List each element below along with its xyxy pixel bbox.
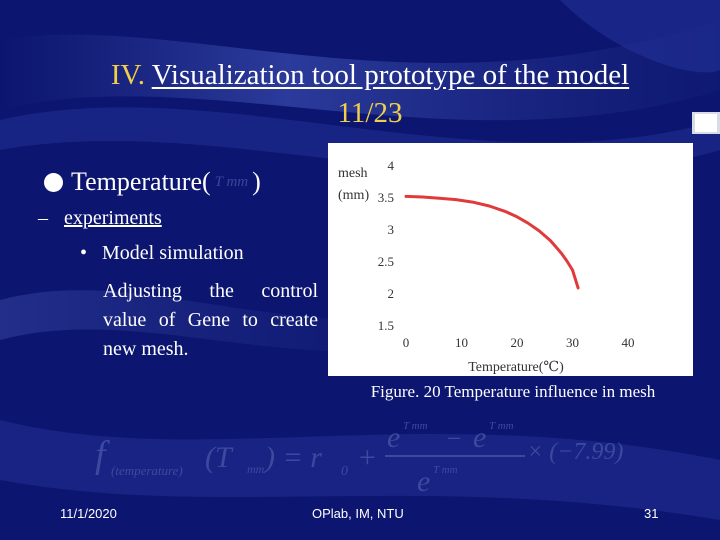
sub-item-experiments: – experiments	[38, 205, 162, 231]
x-tick-label: 40	[622, 335, 635, 350]
formula-r-subscript: 0	[341, 464, 348, 479]
slide-title: IV. Visualization tool prototype of the …	[40, 56, 700, 132]
chart-panel: mesh (mm) 1.5 2 2.5 3 3.5 4 0 10 20 30 40 Temperature…	[328, 143, 693, 376]
formula-den-sup: T mm	[433, 464, 458, 476]
y-tick-label: 1.5	[378, 318, 394, 333]
y-axis-label: mesh	[338, 166, 368, 181]
y-tick-label: 2	[388, 286, 395, 301]
formula-arg-subscript: mm	[247, 462, 265, 476]
fraction-bar	[385, 455, 525, 457]
small-bullet-icon: •	[80, 242, 88, 264]
y-tick-label: 3	[388, 222, 395, 237]
footer-page-number: 31	[644, 506, 659, 521]
bullet-dot-icon	[44, 172, 63, 192]
y-axis-label: (mm)	[338, 188, 369, 203]
formula-times: × (−7.99)	[527, 439, 623, 465]
formula-num-sup1: T mm	[403, 420, 428, 432]
sub-item-model-simulation: • Model simulation	[80, 240, 244, 266]
description-paragraph: Adjusting the control value of Gene to c…	[103, 280, 318, 360]
y-tick-label: 2.5	[378, 254, 394, 269]
dash-marker: –	[38, 207, 48, 229]
series-line	[404, 194, 580, 290]
formula-plus: +	[357, 441, 377, 474]
formula: f (temperature) (T mm ) = r 0 + e T mm −…	[95, 420, 623, 498]
formula-minus: −	[445, 424, 463, 453]
title-text: Visualization tool prototype of the mode…	[151, 59, 630, 91]
mesh-temperature-chart: mesh(mm)1.522.533.540 10 20 30 40Temperature…	[338, 158, 635, 375]
x-axis-label: Temperature(℃)	[468, 360, 564, 375]
formula-f-subscript: (temperature)	[111, 463, 183, 478]
formula-f: f	[95, 434, 110, 476]
formula-num-e1: e	[387, 421, 400, 454]
formula-num-sup2: T mm	[489, 420, 514, 432]
footer-center: OPlab, IM, NTU	[312, 506, 404, 521]
y-tick-label: 4	[388, 158, 395, 173]
formula-num-e2: e	[473, 421, 486, 454]
title-page: 11/23	[337, 97, 403, 129]
sub-item-label: experiments	[64, 207, 162, 229]
formula-eq: ) = r	[263, 441, 322, 474]
formula-den-e: e	[417, 465, 430, 498]
x-tick-label: 20	[511, 335, 524, 350]
figure-caption: Figure. 20 Temperature influence in mesh	[370, 382, 656, 401]
footer-date: 11/1/2020	[60, 506, 117, 521]
bullet-temperature: Temperature( T mm )	[44, 166, 261, 198]
x-tick-label: 30	[566, 335, 579, 350]
bullet-close: )	[252, 167, 261, 196]
bullet-text: Temperature(	[71, 167, 211, 196]
faded-symbol: T mm	[214, 174, 249, 190]
x-tick-label: 10	[455, 335, 468, 350]
x-tick-label: 0	[403, 335, 410, 350]
sub-item-text: Model simulation	[102, 242, 244, 264]
title-number: IV.	[110, 59, 145, 91]
corner-bar-decoration	[692, 112, 720, 134]
y-tick-label: 3.5	[378, 190, 394, 205]
formula-arg: (T	[205, 441, 234, 474]
